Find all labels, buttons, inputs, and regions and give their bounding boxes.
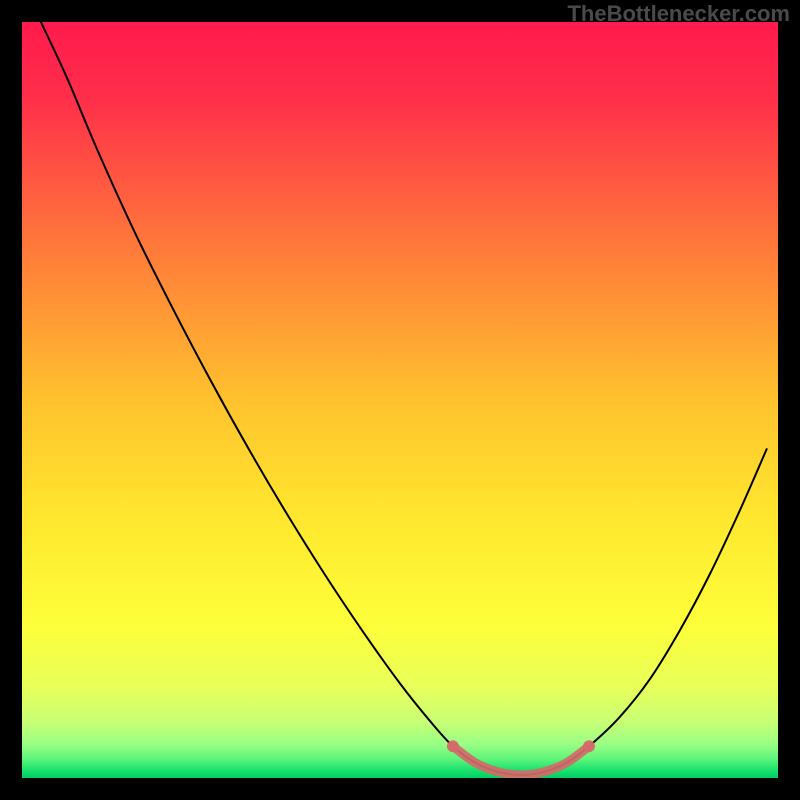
- band-end-dot: [583, 740, 595, 752]
- bottleneck-curve: [41, 22, 767, 775]
- bottleneck-band: [453, 746, 589, 775]
- chart-frame: TheBottlenecker.com: [0, 0, 800, 800]
- curve-layer: [22, 22, 778, 778]
- band-start-dot: [447, 740, 459, 752]
- watermark-text: TheBottlenecker.com: [567, 1, 790, 27]
- plot-area: [22, 22, 778, 778]
